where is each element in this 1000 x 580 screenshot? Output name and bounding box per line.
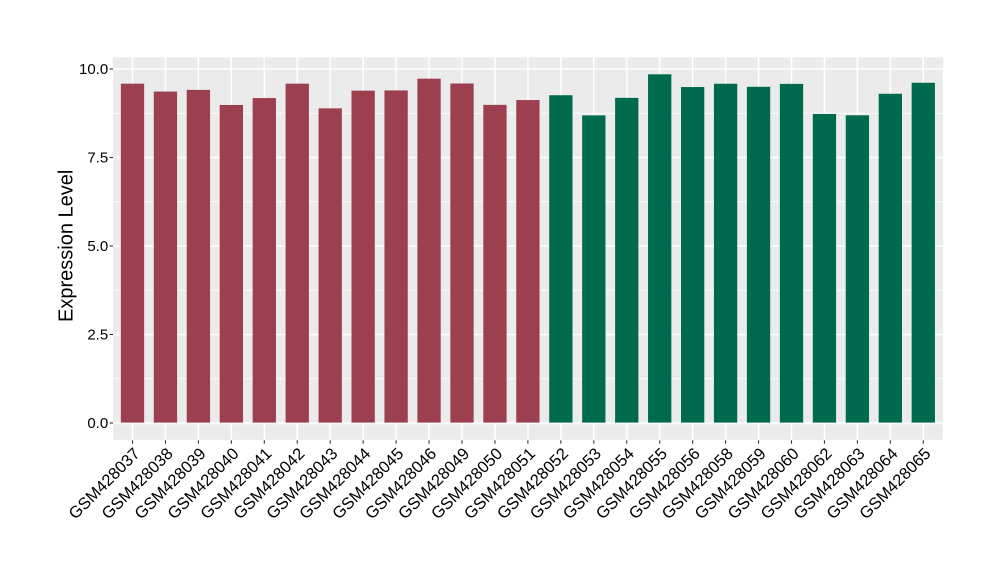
svg-text:0.0: 0.0 — [87, 415, 108, 432]
svg-text:Expression Level: Expression Level — [55, 170, 77, 322]
svg-text:2.5: 2.5 — [87, 327, 108, 344]
svg-text:5.0: 5.0 — [87, 238, 108, 255]
svg-text:7.5: 7.5 — [87, 150, 108, 167]
svg-text:10.0: 10.0 — [79, 61, 108, 78]
